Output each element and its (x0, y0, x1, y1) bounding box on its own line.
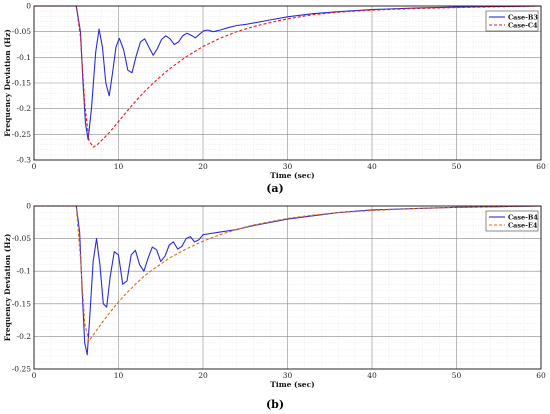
x-tick-label: 0 (32, 162, 37, 171)
y-tick-label: -0.05 (12, 234, 31, 243)
y-tick-label: -0.25 (12, 130, 31, 139)
legend-label-case-b4: Case-B4 (508, 213, 538, 221)
series-line-case-b4 (34, 205, 542, 356)
x-tick-label: 40 (367, 162, 377, 171)
y-tick-label: 0 (26, 2, 31, 11)
x-tick-label: 40 (367, 371, 377, 380)
y-tick-label: 0 (26, 202, 31, 211)
y-axis-label: Frequency Deviation (Hz) (3, 29, 12, 137)
x-tick-label: 50 (452, 371, 462, 380)
y-axis-label: Frequency Deviation (Hz) (3, 234, 12, 342)
y-tick-label: -0.25 (12, 365, 31, 374)
x-tick-label: 60 (536, 162, 546, 171)
series-line-case-e4 (34, 205, 542, 342)
legend-label-case-e4: Case-E4 (508, 221, 538, 229)
legend-label-case-b3: Case-B3 (508, 13, 538, 21)
x-tick-label: 20 (198, 371, 208, 380)
legend: Case-B3 Case-C4 (485, 10, 538, 32)
x-axis-label: Time (sec) (270, 171, 314, 180)
y-tick-label: -0.2 (17, 104, 32, 113)
legend-label-case-c4: Case-C4 (508, 21, 538, 29)
x-tick-label: 30 (283, 371, 293, 380)
x-tick-label: 50 (452, 162, 462, 171)
y-tick-label: -0.2 (17, 332, 32, 341)
x-tick-label: 10 (114, 371, 124, 380)
caption-a: (a) (266, 182, 284, 195)
plot-frame (33, 5, 542, 161)
x-tick-label: 20 (198, 162, 208, 171)
x-tick-label: 0 (32, 371, 37, 380)
x-tick-label: 10 (114, 162, 124, 171)
y-tick-label: -0.05 (12, 27, 31, 36)
series-line-case-b3 (34, 5, 542, 141)
chart-panel-a: 0 10 20 30 40 50 60 0 -0.05 -0.1 -0.15 -0.2 -0.25 -0.… (3, 2, 546, 196)
y-tick-label: -0.15 (12, 79, 31, 88)
legend: Case-B4 Case-E4 (485, 210, 538, 232)
x-axis-label: Time (sec) (270, 380, 314, 389)
y-tick-label: -0.1 (17, 267, 31, 276)
y-tick-label: -0.3 (17, 156, 32, 165)
plot-frame (33, 205, 542, 370)
y-tick-label: -0.15 (12, 299, 31, 308)
chart-panel-b: 0 10 20 30 40 50 60 0 -0.05 -0.1 -0.15 -0.2 -0.25 Ti… (3, 202, 546, 412)
x-tick-label: 30 (283, 162, 293, 171)
caption-b: (b) (266, 398, 284, 411)
y-tick-label: -0.1 (17, 53, 31, 62)
series-line-case-c4 (34, 5, 542, 148)
x-tick-label: 60 (536, 371, 546, 380)
